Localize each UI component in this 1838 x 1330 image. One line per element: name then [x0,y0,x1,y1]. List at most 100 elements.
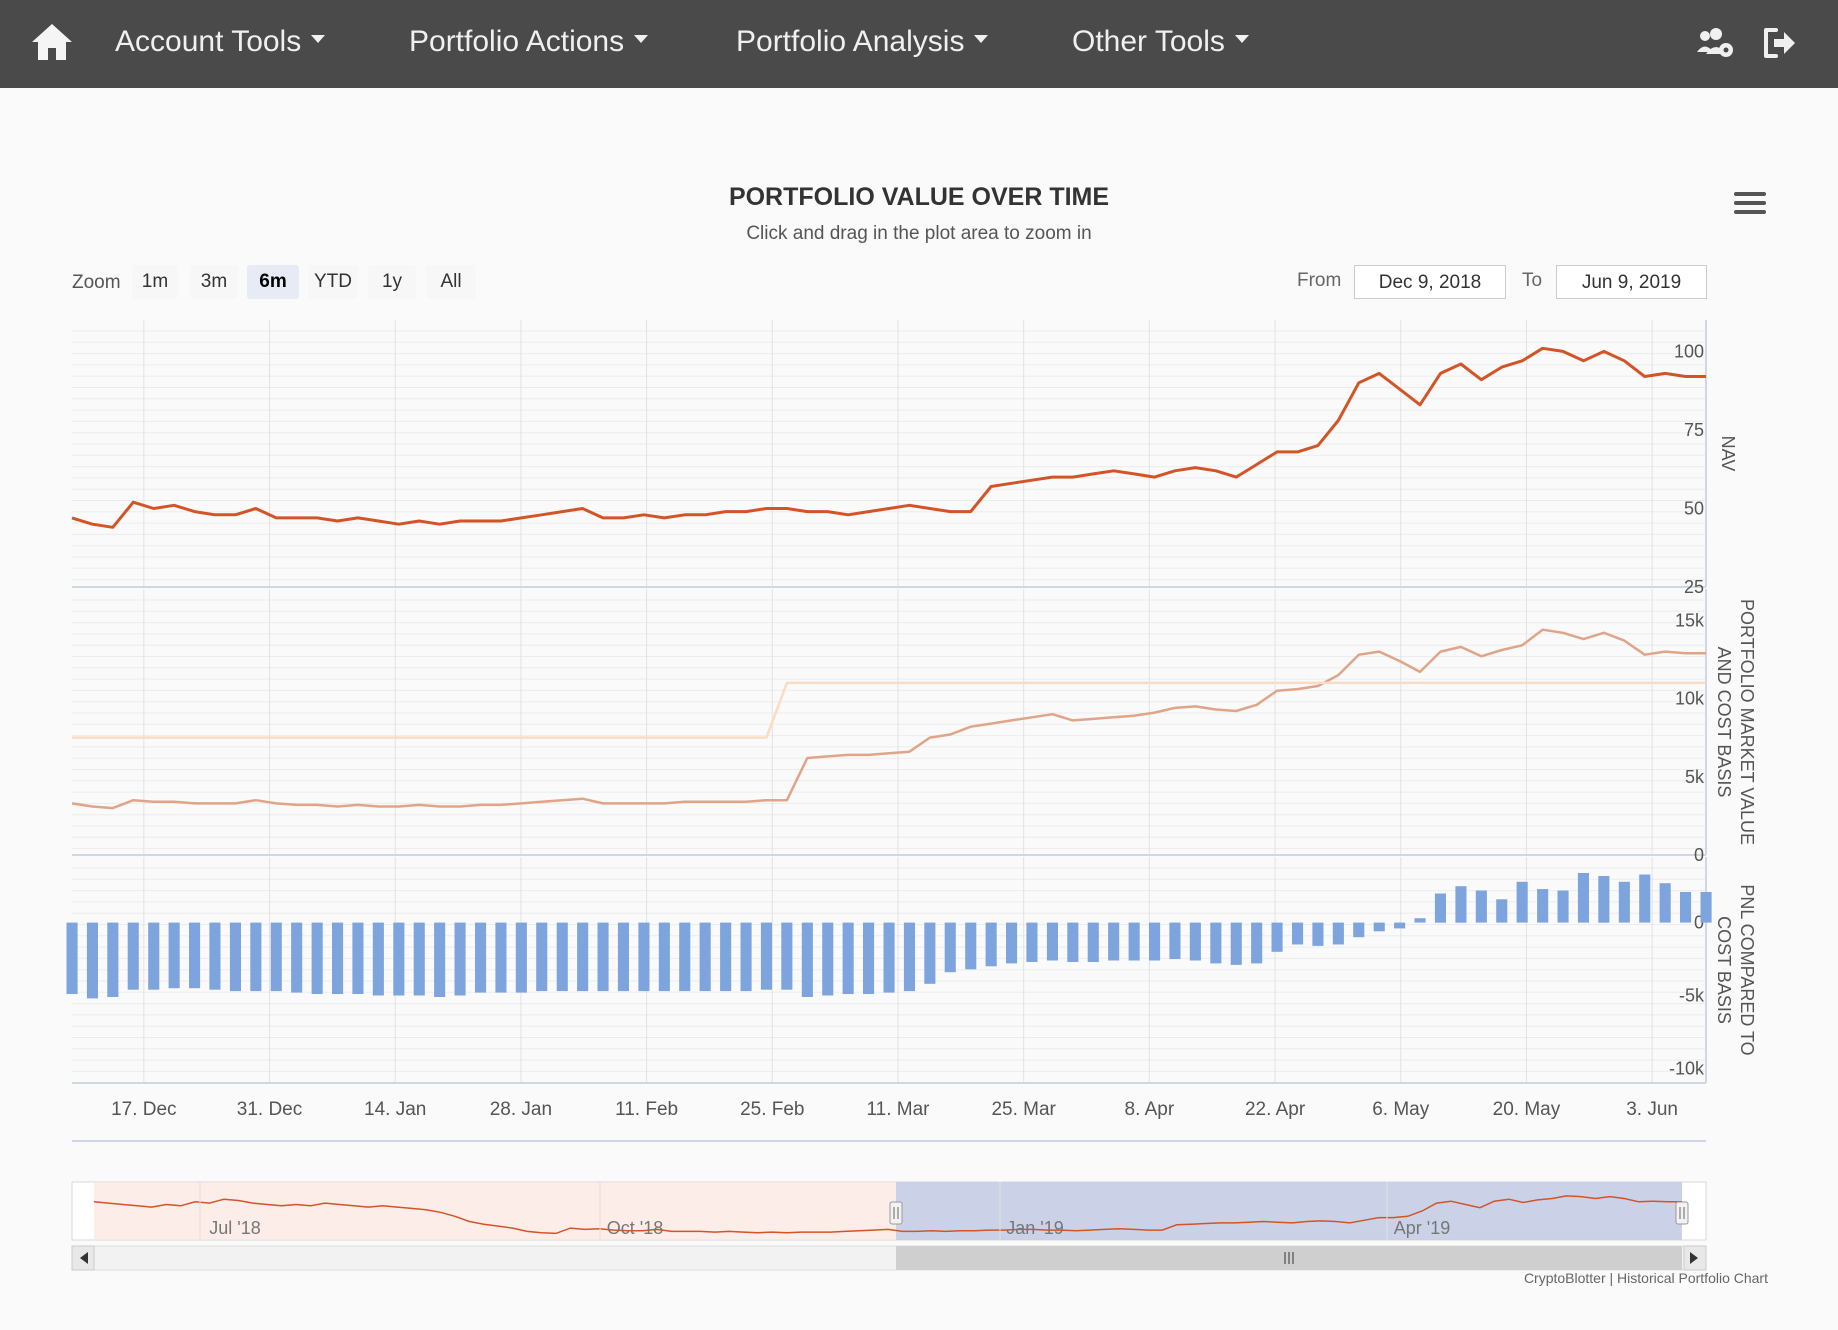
portfolio-market-value-and-cost-basis-series-1 [72,681,1706,739]
y-tick-label: 50 [1684,498,1704,518]
pnl-bar [495,922,507,993]
pnl-bar [658,922,670,992]
pnl-bar [1618,881,1630,923]
nav-account-tools-label: Account Tools [115,25,302,58]
portfolio-market-value-and-cost-basis-series-0 [71,628,1706,810]
chart-title: PORTFOLIO VALUE OVER TIME [728,183,1110,211]
pnl-bar [229,922,241,992]
pnl-bar [1292,922,1304,945]
x-tick-label: 20. May [1493,1099,1561,1120]
pnl-bar [944,922,956,973]
navigator-left-shade [94,1182,896,1240]
x-tick-label: 25. Feb [740,1099,804,1120]
to-date-input[interactable]: Jun 9, 2019 [1556,265,1707,299]
nav-portfolio-actions[interactable]: Portfolio Actions [409,20,649,64]
pnl-bar [1026,922,1038,962]
navigator-tick-label: Jul '18 [209,1218,260,1238]
x-tick-label: 8. Apr [1125,1099,1175,1120]
from-date-input[interactable]: Dec 9, 2018 [1354,265,1506,299]
x-tick-label: 31. Dec [237,1099,302,1120]
y-tick-label: 25 [1684,577,1704,597]
pnl-bar [1067,922,1079,962]
pnl-bar [1169,922,1181,960]
pnl-bar [577,922,589,992]
pnl-bar [1189,922,1201,961]
pnl-bar [699,922,711,992]
pnl-bar [1639,874,1651,923]
zoom-all-button[interactable]: All [426,265,476,299]
chart-context-menu-button[interactable] [1734,192,1766,220]
y-tick-label: 100 [1674,341,1704,361]
nav-other-tools[interactable]: Other Tools [1072,20,1249,64]
navigator-area [71,1181,1707,1241]
chart-pane-1 [72,320,1706,587]
chart-pane-3 [72,857,1706,1083]
chevron-left-icon [80,1252,88,1264]
pnl-bar [352,922,364,994]
y-axis-title: PNL COMPARED TO [1737,884,1757,1055]
x-tick-label: 11. Feb [615,1099,678,1120]
chart-subtitle: Click and drag in the plot area to zoom … [746,223,1092,244]
pnl-bar [1087,922,1099,962]
y-tick-label: 0 [1694,913,1704,933]
pnl-bar [270,922,282,992]
pnl-bar [1271,922,1283,952]
x-tick-label: 17. Dec [111,1099,176,1120]
sign-out-icon[interactable] [1760,24,1800,62]
zoom-1m-button[interactable]: 1m [132,265,178,299]
pnl-bar [1006,922,1018,964]
zoom-1y-button[interactable]: 1y [368,265,416,299]
home-icon[interactable] [30,20,74,64]
zoom-6m-button[interactable]: 6m [247,265,299,299]
x-tick-label: 28. Jan [490,1099,552,1120]
y-tick-label: 15k [1675,610,1705,630]
chevron-right-icon [1690,1252,1698,1264]
navigator-tick-label: Apr '19 [1394,1218,1450,1238]
x-tick-label: 11. Mar [866,1099,930,1120]
pnl-bar [1516,881,1528,923]
pnl-bar [1312,922,1324,946]
pnl-bar [965,922,977,970]
pnl-bar [291,922,303,993]
pnl-bar [475,922,487,993]
pnl-bar [66,922,78,994]
pnl-bar [1373,922,1385,932]
pnl-bar [1659,883,1671,923]
nav-portfolio-analysis-label: Portfolio Analysis [736,25,965,58]
users-cog-icon[interactable] [1696,24,1736,62]
pnl-bar [1496,899,1508,923]
pnl-bar [1537,889,1549,923]
pnl-bar [515,922,527,993]
pnl-bar [1108,922,1120,961]
y-axis-title: PORTFOLIO MARKET VALUE [1737,599,1757,845]
pnl-bar [1210,922,1222,964]
pnl-bar [250,922,262,992]
pnl-bar [1251,922,1263,964]
pnl-bar [740,922,752,992]
y-axis-title: NAV [1718,436,1738,472]
x-tick-label: 6. May [1372,1099,1430,1120]
pnl-bar [1414,918,1426,923]
nav-portfolio-analysis[interactable]: Portfolio Analysis [736,20,989,64]
pnl-bar [1149,922,1161,961]
navigator-tick-label: Oct '18 [607,1218,663,1238]
pnl-bar [720,922,732,992]
pnl-bar [924,922,936,984]
zoom-3m-button[interactable]: 3m [190,265,238,299]
pnl-bar [781,922,793,990]
pnl-bar [1434,893,1446,923]
y-tick-label: 0 [1694,845,1704,865]
nav-account-tools[interactable]: Account Tools [115,20,326,64]
pnl-bar [556,922,568,992]
pnl-bar [760,922,772,990]
pnl-bar [1230,922,1242,965]
x-tick-label: 22. Apr [1245,1099,1306,1120]
navigator-right-handle [1675,1201,1689,1225]
pnl-bar [1680,892,1692,923]
pnl-bar [454,922,466,996]
y-tick-label: -5k [1679,986,1705,1006]
pnl-bar [863,922,875,994]
pnl-bar [883,922,895,993]
zoom-ytd-button[interactable]: YTD [308,265,358,299]
chevron-down-icon [634,35,649,44]
